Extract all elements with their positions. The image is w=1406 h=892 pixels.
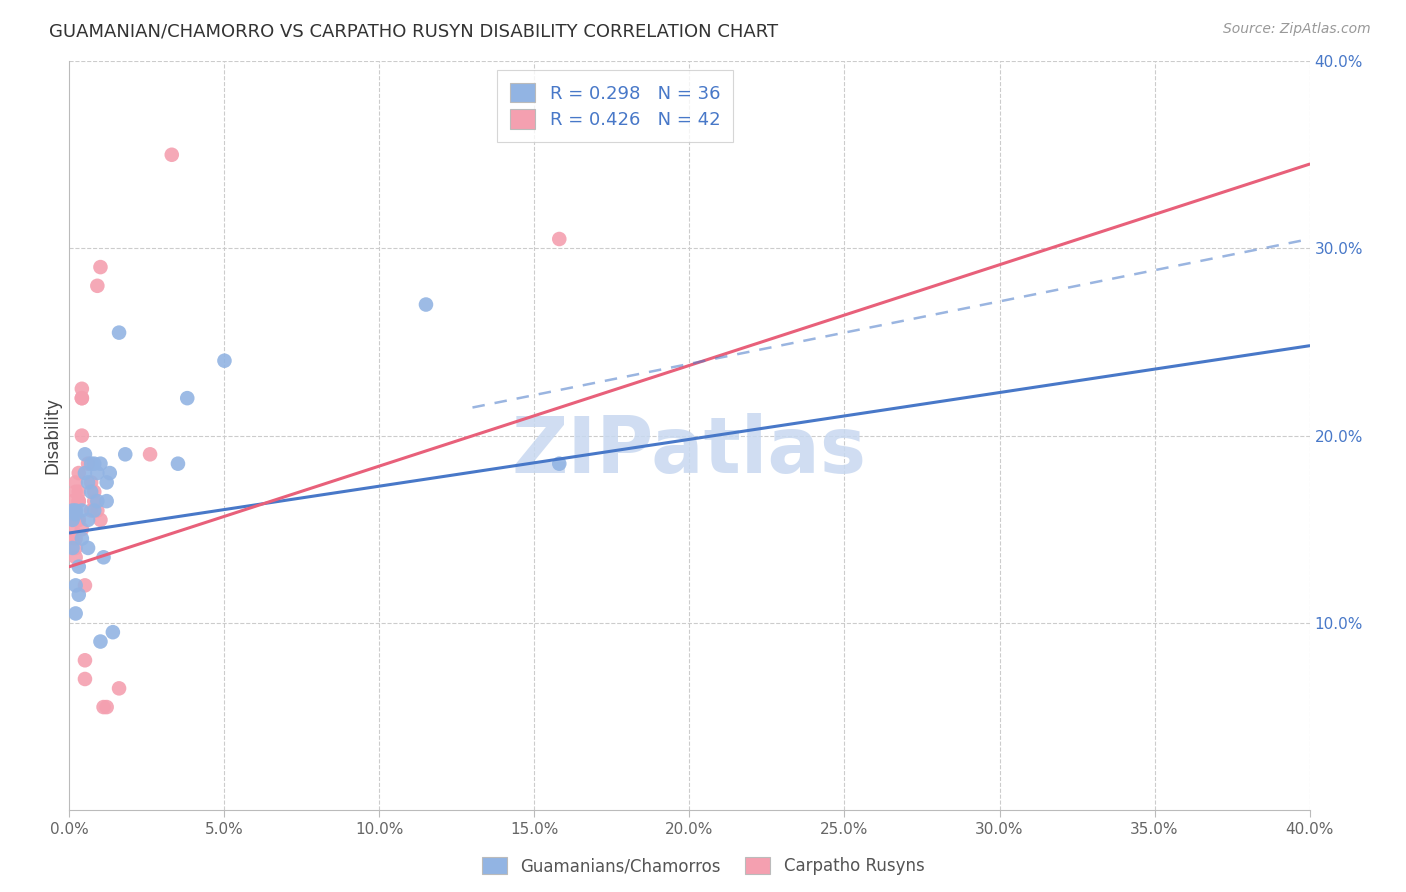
Point bbox=[62, 522, 84, 536]
Point bbox=[70, 391, 93, 405]
Point bbox=[62, 503, 84, 517]
Point bbox=[67, 513, 90, 527]
Point bbox=[70, 382, 93, 396]
Point bbox=[98, 466, 121, 480]
Point bbox=[65, 550, 87, 565]
Point bbox=[176, 391, 198, 405]
Point bbox=[73, 466, 96, 480]
Text: Source: ZipAtlas.com: Source: ZipAtlas.com bbox=[1223, 22, 1371, 37]
Point bbox=[77, 513, 100, 527]
Point bbox=[77, 457, 100, 471]
Point bbox=[89, 634, 111, 648]
Point bbox=[83, 503, 105, 517]
Point bbox=[80, 457, 103, 471]
Point bbox=[65, 507, 87, 521]
Point bbox=[139, 447, 162, 461]
Point bbox=[548, 457, 571, 471]
Point bbox=[65, 513, 87, 527]
Point bbox=[80, 484, 103, 499]
Point bbox=[62, 513, 84, 527]
Point bbox=[93, 700, 115, 714]
Point bbox=[101, 625, 124, 640]
Point bbox=[415, 297, 437, 311]
Point bbox=[70, 391, 93, 405]
Text: GUAMANIAN/CHAMORRO VS CARPATHO RUSYN DISABILITY CORRELATION CHART: GUAMANIAN/CHAMORRO VS CARPATHO RUSYN DIS… bbox=[49, 22, 779, 40]
Point bbox=[80, 475, 103, 490]
Point bbox=[83, 457, 105, 471]
Point bbox=[67, 588, 90, 602]
Point bbox=[67, 559, 90, 574]
Point bbox=[108, 681, 131, 696]
Point bbox=[73, 447, 96, 461]
Point bbox=[160, 147, 183, 161]
Point bbox=[67, 466, 90, 480]
Point bbox=[73, 653, 96, 667]
Point bbox=[214, 353, 236, 368]
Point bbox=[62, 541, 84, 555]
Point bbox=[108, 326, 131, 340]
Point bbox=[89, 513, 111, 527]
Point bbox=[62, 494, 84, 508]
Point bbox=[62, 513, 84, 527]
Point bbox=[96, 475, 118, 490]
Point bbox=[67, 494, 90, 508]
Point bbox=[93, 550, 115, 565]
Point bbox=[70, 503, 93, 517]
Point bbox=[67, 484, 90, 499]
Point bbox=[83, 484, 105, 499]
Point bbox=[65, 578, 87, 592]
Point bbox=[65, 532, 87, 546]
Point bbox=[83, 494, 105, 508]
Point bbox=[65, 503, 87, 517]
Point bbox=[89, 457, 111, 471]
Point bbox=[62, 503, 84, 517]
Point bbox=[67, 494, 90, 508]
Legend: R = 0.298   N = 36, R = 0.426   N = 42: R = 0.298 N = 36, R = 0.426 N = 42 bbox=[498, 70, 733, 142]
Point bbox=[86, 466, 108, 480]
Point bbox=[114, 447, 136, 461]
Point bbox=[86, 503, 108, 517]
Point bbox=[80, 503, 103, 517]
Point bbox=[62, 532, 84, 546]
Point bbox=[65, 607, 87, 621]
Point bbox=[89, 260, 111, 274]
Y-axis label: Disability: Disability bbox=[44, 397, 60, 475]
Text: ZIPatlas: ZIPatlas bbox=[512, 413, 868, 489]
Point bbox=[65, 503, 87, 517]
Point bbox=[548, 232, 571, 246]
Point bbox=[96, 700, 118, 714]
Point bbox=[86, 494, 108, 508]
Legend: Guamanians/Chamorros, Carpatho Rusyns: Guamanians/Chamorros, Carpatho Rusyns bbox=[474, 849, 932, 884]
Point bbox=[65, 475, 87, 490]
Point bbox=[67, 513, 90, 527]
Point bbox=[73, 672, 96, 686]
Point bbox=[70, 532, 93, 546]
Point bbox=[65, 541, 87, 555]
Point bbox=[70, 428, 93, 442]
Point bbox=[70, 522, 93, 536]
Point bbox=[167, 457, 190, 471]
Point bbox=[77, 541, 100, 555]
Point bbox=[86, 278, 108, 293]
Point bbox=[96, 494, 118, 508]
Point bbox=[73, 578, 96, 592]
Point bbox=[62, 513, 84, 527]
Point bbox=[65, 484, 87, 499]
Point bbox=[77, 475, 100, 490]
